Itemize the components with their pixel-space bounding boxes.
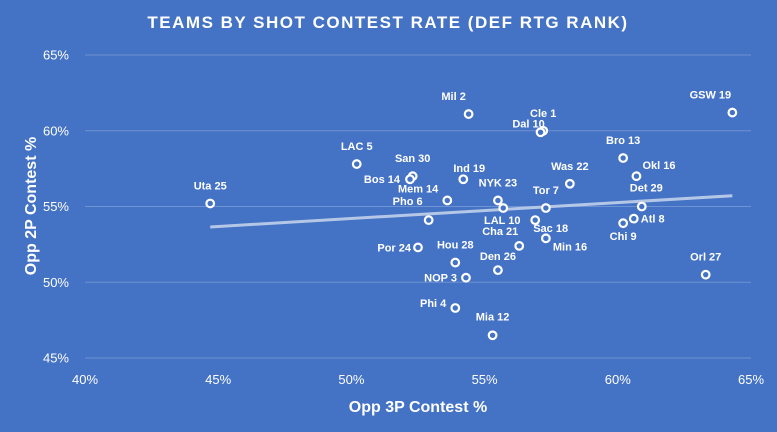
x-tick-label: 55%	[472, 372, 498, 387]
data-label: Uta 25	[194, 180, 227, 192]
data-point	[450, 257, 461, 268]
data-point	[700, 269, 711, 280]
data-label: Ind 19	[453, 163, 485, 175]
data-point	[205, 198, 216, 209]
data-point	[493, 195, 503, 206]
x-axis-ticks: 40% 45% 50% 55% 60% 65%	[72, 372, 764, 387]
data-point	[535, 127, 546, 138]
x-tick-label: 65%	[738, 372, 764, 387]
data-point	[498, 203, 509, 213]
y-tick-label: 45%	[43, 351, 69, 366]
data-label: Atl 8	[641, 214, 665, 226]
y-tick-label: 55%	[43, 199, 69, 214]
trendline	[210, 194, 733, 229]
x-axis-title: Opp 3P Contest %	[349, 399, 487, 416]
y-tick-label: 65%	[43, 48, 69, 63]
data-label: Sac 18	[533, 223, 568, 235]
data-label: Hou 28	[437, 240, 474, 252]
data-label: Bro 13	[606, 135, 640, 147]
data-label: Chi 9	[610, 231, 637, 243]
data-label: Was 22	[551, 161, 589, 173]
data-label: Mil 2	[441, 91, 465, 103]
data-point	[628, 213, 639, 224]
data-point	[405, 174, 415, 185]
data-label: Dal 10	[512, 118, 544, 130]
data-label: Bos 14	[364, 174, 401, 186]
data-point	[540, 233, 551, 244]
data-point	[618, 153, 629, 163]
data-point	[540, 203, 551, 213]
data-label: LAL 10	[484, 215, 520, 227]
data-point	[514, 240, 525, 251]
data-point	[413, 242, 423, 253]
data-label: Pho 6	[393, 196, 423, 208]
data-label: Cha 21	[482, 226, 518, 238]
x-tick-label: 40%	[72, 372, 98, 387]
data-label: LAC 5	[341, 141, 373, 153]
data-point	[351, 159, 362, 169]
data-label: Phi 4	[420, 298, 447, 310]
data-point	[618, 218, 629, 229]
data-point	[487, 330, 498, 341]
data-label: Den 26	[480, 251, 516, 263]
x-tick-label: 45%	[205, 372, 231, 387]
x-tick-label: 60%	[605, 372, 631, 387]
y-tick-label: 60%	[43, 123, 69, 138]
data-label: San 30	[395, 153, 430, 165]
data-point	[493, 265, 503, 276]
data-point	[727, 107, 738, 118]
data-label: Mem 14	[398, 183, 439, 195]
data-point	[450, 303, 461, 313]
data-label: NYK 23	[479, 177, 518, 189]
gridlines	[85, 54, 751, 359]
data-label: Okl 16	[642, 160, 675, 172]
data-point	[442, 195, 453, 206]
data-point	[461, 272, 471, 283]
y-axis-title: Opp 2P Contest %	[23, 137, 40, 275]
data-point	[423, 215, 434, 226]
data-label: Min 16	[553, 241, 587, 253]
data-point	[631, 171, 642, 182]
y-tick-label: 50%	[43, 275, 69, 290]
y-axis-ticks: 45% 50% 55% 60% 65%	[43, 48, 69, 366]
data-label: Cle 1	[530, 108, 556, 120]
data-point	[458, 174, 469, 185]
data-points	[205, 107, 738, 341]
data-label: Orl 27	[690, 252, 721, 264]
data-point	[530, 215, 541, 226]
data-point	[636, 201, 647, 212]
data-label: Por 24	[377, 242, 412, 254]
data-label: Mia 12	[476, 311, 510, 323]
data-label: GSW 19	[690, 90, 732, 102]
data-label: Det 29	[630, 183, 663, 195]
data-label: Tor 7	[533, 185, 559, 197]
data-point	[564, 178, 575, 189]
data-label: NOP 3	[424, 273, 457, 285]
chart-title: TEAMS BY SHOT CONTEST RATE (DEF RTG RANK…	[147, 13, 628, 32]
x-tick-label: 50%	[338, 372, 364, 387]
data-point	[463, 109, 474, 119]
